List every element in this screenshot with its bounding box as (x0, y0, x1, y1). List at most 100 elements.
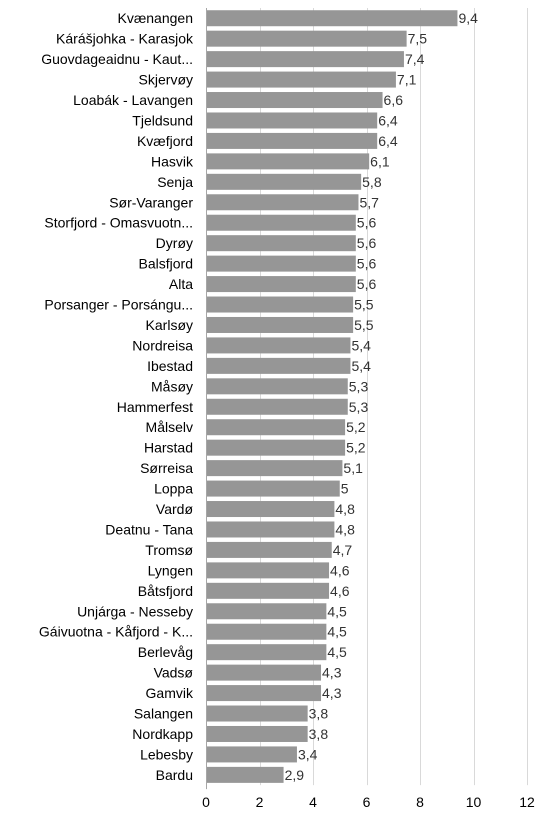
value-label: 6,1 (370, 153, 390, 169)
bar (206, 766, 284, 783)
category-label: Porsanger - Porsángu... (44, 297, 193, 313)
x-tick-label: 0 (202, 794, 210, 810)
category-label: Nordkapp (132, 726, 193, 742)
value-label: 4,6 (330, 562, 350, 578)
category-label: Båtsfjord (138, 583, 193, 599)
bar (206, 296, 354, 313)
bar (206, 30, 407, 47)
value-label: 4,8 (335, 521, 355, 537)
bar (206, 357, 351, 374)
category-label: Gáivuotna - Kåfjord - K... (39, 624, 193, 640)
category-label: Nordreisa (132, 337, 193, 353)
value-label: 5 (341, 481, 349, 497)
x-tick-label: 10 (466, 794, 482, 810)
value-label: 7,4 (405, 51, 425, 67)
bar (206, 194, 359, 211)
bar (206, 173, 362, 190)
category-label: Kvæfjord (137, 133, 193, 149)
bar (206, 480, 340, 497)
bar (206, 705, 308, 722)
value-label: 5,5 (354, 297, 374, 313)
bar (206, 623, 327, 640)
category-label: Berlevåg (138, 644, 193, 660)
x-axis: 0 2 4 6 8 10 12 (202, 8, 535, 810)
category-label: Ibestad (147, 358, 193, 374)
x-tick-label: 12 (519, 794, 535, 810)
value-label: 5,6 (357, 235, 377, 251)
category-label: Senja (157, 174, 193, 190)
category-label: Lebesby (140, 746, 193, 762)
x-tick-label: 4 (309, 794, 317, 810)
category-label: Sørreisa (140, 460, 193, 476)
bars (206, 10, 458, 783)
value-label: 6,6 (384, 92, 404, 108)
category-label: Loppa (154, 481, 193, 497)
bar (206, 685, 322, 702)
value-label: 5,3 (349, 378, 369, 394)
category-label: Loabák - Lavangen (73, 92, 193, 108)
value-label: 5,7 (359, 194, 379, 210)
category-label: Målselv (146, 419, 193, 435)
value-label: 5,6 (357, 215, 377, 231)
value-label: 5,6 (357, 276, 377, 292)
category-label: Guovdageaidnu - Kaut... (41, 51, 193, 67)
value-label: 7,1 (397, 72, 417, 88)
category-label: Vadsø (154, 665, 194, 681)
bar (206, 541, 332, 558)
x-tick-label: 8 (416, 794, 424, 810)
bar (206, 501, 335, 518)
bar (206, 112, 378, 129)
value-label: 5,4 (351, 358, 371, 374)
value-label: 6,4 (378, 133, 398, 149)
x-tick-label: 6 (363, 794, 371, 810)
bar (206, 255, 356, 272)
bar (206, 51, 404, 68)
value-label: 3,8 (309, 726, 329, 742)
category-label: Karlsøy (146, 317, 193, 333)
bar (206, 460, 343, 477)
value-label: 4,5 (327, 644, 347, 660)
value-label: 4,5 (327, 624, 347, 640)
category-label: Storfjord - Omasvuotn... (44, 215, 193, 231)
bar (206, 644, 327, 661)
category-label: Hasvik (151, 153, 194, 169)
value-label: 5,4 (351, 337, 371, 353)
category-label: Lyngen (148, 562, 193, 578)
category-label: Skjervøy (139, 72, 193, 88)
category-label: Gamvik (146, 685, 194, 701)
value-label: 5,2 (346, 419, 366, 435)
bar (206, 337, 351, 354)
value-label: 7,5 (408, 31, 428, 47)
category-label: Unjárga - Nesseby (77, 603, 193, 619)
category-label: Kárášjohka - Karasjok (56, 31, 194, 47)
category-label: Vardø (156, 501, 194, 517)
category-label: Dyrøy (156, 235, 193, 251)
category-label: Sør-Varanger (109, 194, 193, 210)
category-label: Bardu (156, 767, 193, 783)
value-label: 6,4 (378, 112, 398, 128)
value-label: 5,2 (346, 440, 366, 456)
category-label: Kvænangen (117, 10, 193, 26)
value-label: 3,8 (309, 706, 329, 722)
category-labels: Kvænangen Kárášjohka - Karasjok Guovdageai… (39, 10, 194, 783)
bar (206, 276, 356, 293)
value-label: 4,7 (333, 542, 353, 558)
value-label: 4,6 (330, 583, 350, 599)
bar (206, 521, 335, 538)
value-label: 4,5 (327, 603, 347, 619)
value-label: 4,3 (322, 685, 342, 701)
category-label: Måsøy (151, 378, 193, 394)
category-label: Deatnu - Tana (105, 521, 193, 537)
value-labels: 9,4 7,5 7,4 7,1 6,6 6,4 6,4 6,1 5,8 5,7 5,6 5,6 5,6 5… (285, 10, 479, 783)
category-label: Harstad (144, 440, 193, 456)
bar (206, 316, 354, 333)
bar (206, 235, 356, 252)
value-label: 5,8 (362, 174, 382, 190)
bar (206, 664, 322, 681)
bar (206, 92, 383, 109)
category-label: Salangen (134, 706, 193, 722)
bar (206, 562, 330, 579)
bar (206, 603, 327, 620)
bar (206, 725, 308, 742)
